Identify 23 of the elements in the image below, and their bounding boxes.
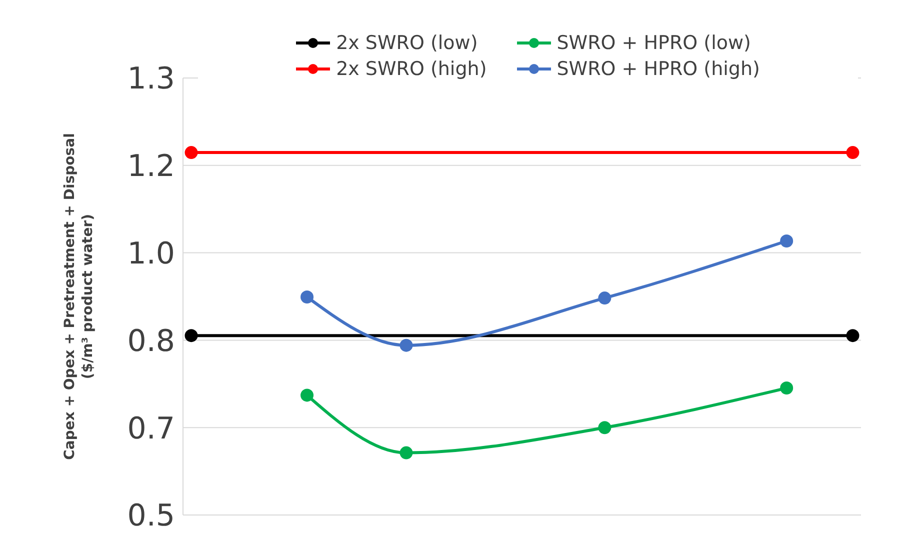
legend-label: 2x SWRO (high) — [336, 58, 487, 80]
legend-label: 2x SWRO (low) — [336, 32, 478, 54]
point — [846, 329, 860, 342]
point — [400, 446, 413, 460]
point — [400, 338, 413, 352]
y-tick-label: 1.0 — [127, 236, 175, 272]
point — [598, 292, 612, 305]
point — [184, 146, 198, 160]
point — [780, 234, 794, 248]
y-tick-label: 0.5 — [127, 498, 175, 534]
legend-label: SWRO + HPRO (high) — [556, 58, 760, 80]
point — [598, 421, 612, 434]
legend-label: SWRO + HPRO (low) — [556, 32, 751, 54]
point — [300, 388, 314, 402]
y-tick-label: 0.7 — [127, 411, 175, 446]
point — [184, 329, 198, 342]
y-axis-title: Capex + Opex + Pretreatment + Disposal ($/m³ product water) — [62, 133, 96, 460]
point — [300, 290, 314, 304]
point — [780, 382, 794, 395]
y-tick-label: 1.2 — [127, 149, 175, 184]
point — [846, 146, 860, 160]
y-tick-label: 0.8 — [127, 324, 175, 359]
y-tick-label: 1.3 — [127, 62, 175, 97]
